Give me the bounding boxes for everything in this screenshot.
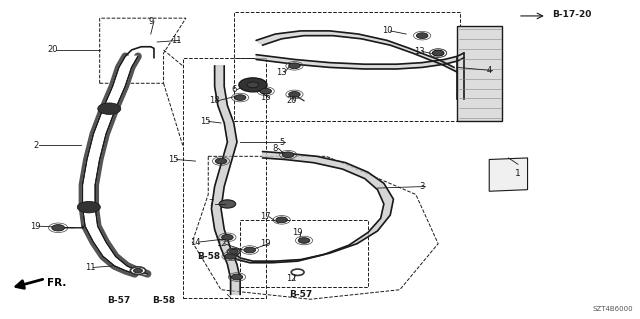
- Circle shape: [291, 269, 304, 275]
- Text: B-57: B-57: [108, 296, 131, 305]
- Bar: [234, 12, 461, 122]
- Text: 1: 1: [515, 169, 521, 178]
- Circle shape: [282, 152, 294, 158]
- Text: 11: 11: [85, 263, 95, 272]
- Text: SZT4B6000: SZT4B6000: [592, 306, 633, 312]
- Text: 14: 14: [190, 238, 201, 247]
- Circle shape: [98, 103, 121, 115]
- Circle shape: [433, 50, 444, 56]
- Circle shape: [276, 217, 287, 223]
- Circle shape: [244, 247, 255, 253]
- Circle shape: [219, 200, 236, 208]
- Text: 4: 4: [486, 66, 492, 75]
- Polygon shape: [489, 158, 527, 191]
- Text: B-57: B-57: [289, 290, 312, 299]
- Text: 15: 15: [168, 155, 179, 164]
- Circle shape: [298, 238, 310, 243]
- Polygon shape: [256, 31, 458, 72]
- Bar: [458, 26, 502, 122]
- Text: 9: 9: [148, 17, 154, 26]
- Circle shape: [131, 267, 146, 274]
- Text: 5: 5: [279, 137, 284, 146]
- Circle shape: [234, 95, 246, 100]
- Text: 15: 15: [200, 117, 211, 126]
- Circle shape: [289, 63, 300, 69]
- Polygon shape: [458, 53, 464, 99]
- Text: 17: 17: [260, 212, 271, 221]
- Circle shape: [77, 201, 100, 213]
- Text: 11: 11: [171, 36, 182, 45]
- Polygon shape: [83, 56, 148, 274]
- Circle shape: [134, 269, 143, 273]
- Text: 13: 13: [413, 47, 424, 56]
- Text: 13: 13: [276, 68, 287, 77]
- Circle shape: [417, 33, 428, 39]
- Text: 8: 8: [273, 144, 278, 153]
- Text: 7: 7: [209, 199, 214, 208]
- Text: 18: 18: [209, 96, 220, 105]
- Circle shape: [225, 254, 236, 259]
- Text: 19: 19: [292, 228, 303, 237]
- Circle shape: [229, 249, 238, 254]
- Circle shape: [260, 88, 271, 94]
- Circle shape: [289, 92, 300, 97]
- Text: 16: 16: [260, 93, 271, 102]
- Circle shape: [247, 82, 259, 88]
- Circle shape: [231, 274, 243, 280]
- Text: 19: 19: [31, 222, 41, 231]
- Text: 3: 3: [419, 182, 425, 191]
- Text: B-58: B-58: [152, 296, 175, 305]
- Circle shape: [215, 158, 227, 164]
- Polygon shape: [211, 66, 240, 294]
- Text: 10: 10: [382, 26, 392, 35]
- Text: 12: 12: [216, 239, 227, 248]
- Polygon shape: [230, 152, 394, 263]
- Text: FR.: FR.: [47, 278, 66, 288]
- Text: B-58: B-58: [196, 252, 220, 261]
- Text: 19: 19: [260, 239, 271, 248]
- Polygon shape: [256, 53, 464, 69]
- Text: 20: 20: [286, 96, 296, 105]
- Text: 20: 20: [48, 45, 58, 55]
- Text: 12: 12: [286, 274, 296, 283]
- Text: 2: 2: [33, 141, 38, 150]
- Circle shape: [239, 78, 267, 92]
- Bar: [240, 220, 368, 286]
- Text: 6: 6: [231, 85, 236, 94]
- Circle shape: [433, 50, 444, 56]
- Circle shape: [52, 225, 65, 231]
- Circle shape: [227, 249, 240, 255]
- Bar: [182, 58, 266, 298]
- Circle shape: [221, 234, 233, 240]
- Text: B-17-20: B-17-20: [552, 11, 592, 19]
